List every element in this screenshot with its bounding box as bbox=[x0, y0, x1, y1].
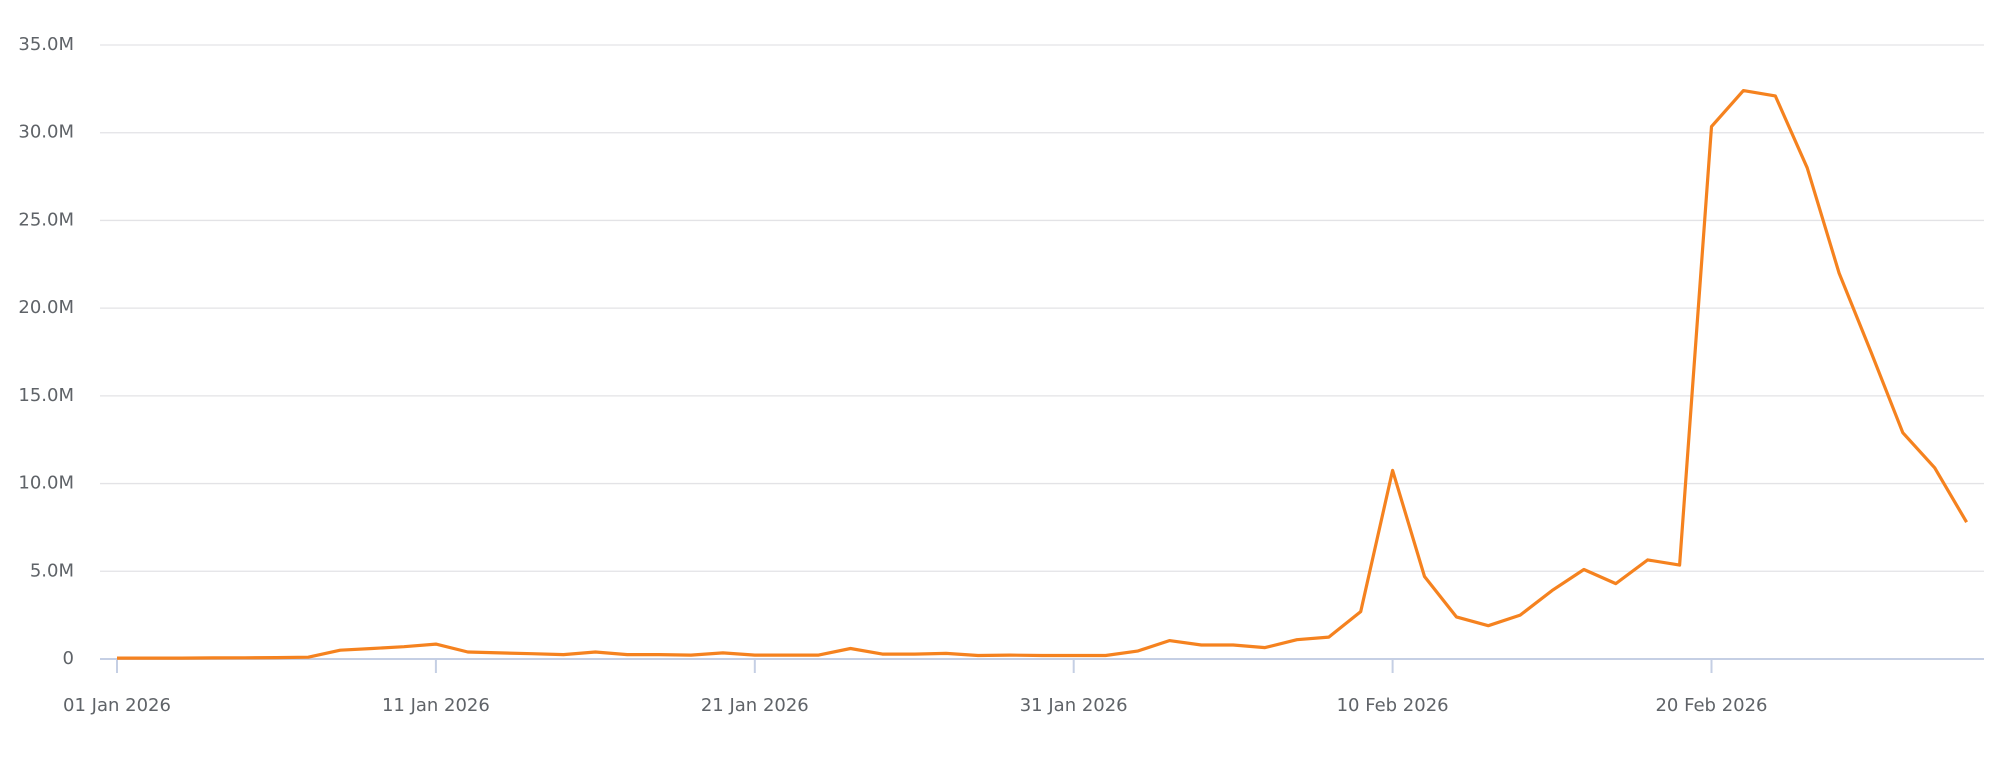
x-tick-label: 20 Feb 2026 bbox=[1655, 695, 1767, 716]
x-tick-label: 31 Jan 2026 bbox=[1020, 695, 1128, 716]
y-tick-label: 25.0M bbox=[18, 209, 74, 230]
x-tick-label: 21 Jan 2026 bbox=[701, 695, 809, 716]
y-tick-label: 20.0M bbox=[18, 297, 74, 318]
x-tick-label: 01 Jan 2026 bbox=[63, 695, 171, 716]
line-series bbox=[117, 89, 1968, 660]
y-tick-label: 0 bbox=[63, 648, 74, 669]
x-tick-label: 11 Jan 2026 bbox=[382, 695, 490, 716]
y-tick-label: 10.0M bbox=[18, 473, 74, 494]
y-tick-label: 35.0M bbox=[18, 34, 74, 55]
y-tick-label: 5.0M bbox=[30, 560, 74, 581]
y-tick-label: 30.0M bbox=[18, 122, 74, 143]
x-tick-label: 10 Feb 2026 bbox=[1337, 695, 1449, 716]
y-tick-label: 15.0M bbox=[18, 385, 74, 406]
